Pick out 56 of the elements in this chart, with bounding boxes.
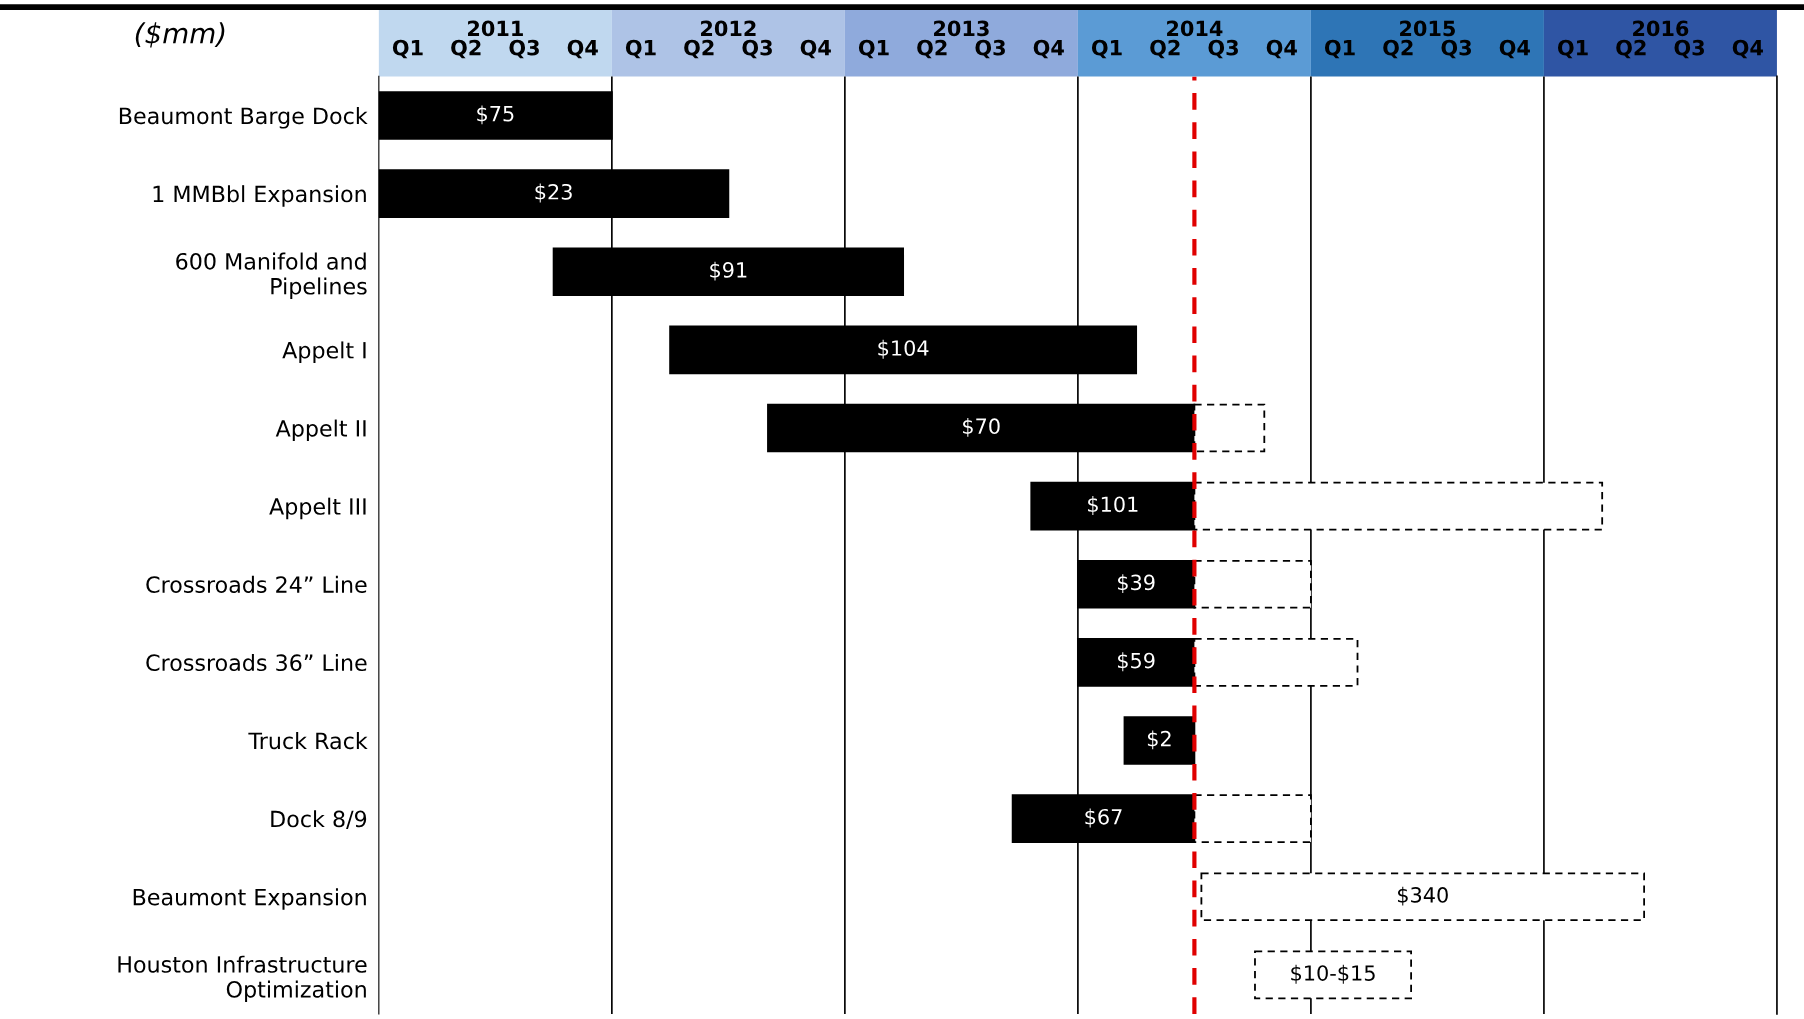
text: Q1 (392, 39, 423, 59)
annotation: $101 (1088, 496, 1138, 515)
bar (1123, 716, 1196, 765)
text: Q1 (858, 39, 889, 59)
annotation: $340 (1397, 886, 1448, 906)
text: Q4 (1033, 39, 1064, 59)
y-tick-label: Crossroads 24” Line (146, 575, 367, 593)
chart-title: ($mm) (135, 22, 225, 48)
annotation: $104 (878, 339, 929, 359)
x-tick-label: 2015 (1400, 20, 1455, 37)
text: Q2 (684, 39, 714, 59)
annotation: $23 (535, 183, 572, 203)
annotation: $75 (477, 105, 514, 125)
x-tick-label: 2013 (934, 20, 989, 37)
x-tick-label: 2012 (701, 20, 756, 37)
text: Q1 (625, 39, 656, 59)
text: Q4 (1266, 39, 1297, 59)
x-tick-label: 2016 (1633, 20, 1689, 37)
text: Q2 (1616, 39, 1646, 59)
text: Q3 (1674, 39, 1704, 59)
text: Q3 (509, 39, 539, 59)
y-tick-label: Appelt II (275, 419, 366, 442)
y-tick-label: Appelt III (269, 497, 366, 520)
text: Q2 (1150, 39, 1180, 59)
text: Q1 (1324, 39, 1355, 59)
y-tick-label: 1 MMBbl Expansion (153, 185, 366, 207)
text: Q3 (742, 39, 772, 59)
text: Q4 (1732, 39, 1763, 59)
y-tick-label: Houston Infrastructure Optimization (118, 955, 367, 1003)
text: Q1 (1557, 39, 1588, 59)
y-tick-label: Beaumont Barge Dock (119, 107, 368, 129)
annotation: $70 (963, 417, 1000, 437)
annotation: $67 (1085, 808, 1122, 828)
y-tick-label: Dock 8/9 (271, 810, 367, 830)
text: Q2 (451, 39, 481, 59)
y-tick-label: Beaumont Expansion (133, 888, 366, 910)
annotation: $59 (1117, 652, 1155, 672)
annotation: $10-$15 (1291, 964, 1375, 984)
y-tick-label: Crossroads 36” Line (146, 653, 367, 672)
y-tick-label: Appelt I (282, 341, 366, 363)
text: Q2 (1383, 39, 1413, 59)
annotation: $39 (1117, 574, 1155, 594)
y-tick-label: Truck Rack (248, 732, 368, 750)
text: Q3 (975, 39, 1005, 59)
x-tick-label: 2011 (468, 20, 523, 37)
text: Q2 (917, 39, 947, 59)
x-tick-label: 2014 (1167, 20, 1223, 37)
y-tick-label: 600 Manifold and Pipelines (176, 252, 367, 299)
text: Q3 (1441, 39, 1471, 59)
annotation: $2 (1147, 730, 1171, 750)
annotation: $91 (710, 261, 747, 281)
text: Q4 (1499, 39, 1530, 59)
text: Q4 (567, 39, 598, 59)
text: Q1 (1091, 39, 1122, 59)
text: Q4 (800, 39, 831, 59)
text: Q3 (1208, 39, 1238, 59)
